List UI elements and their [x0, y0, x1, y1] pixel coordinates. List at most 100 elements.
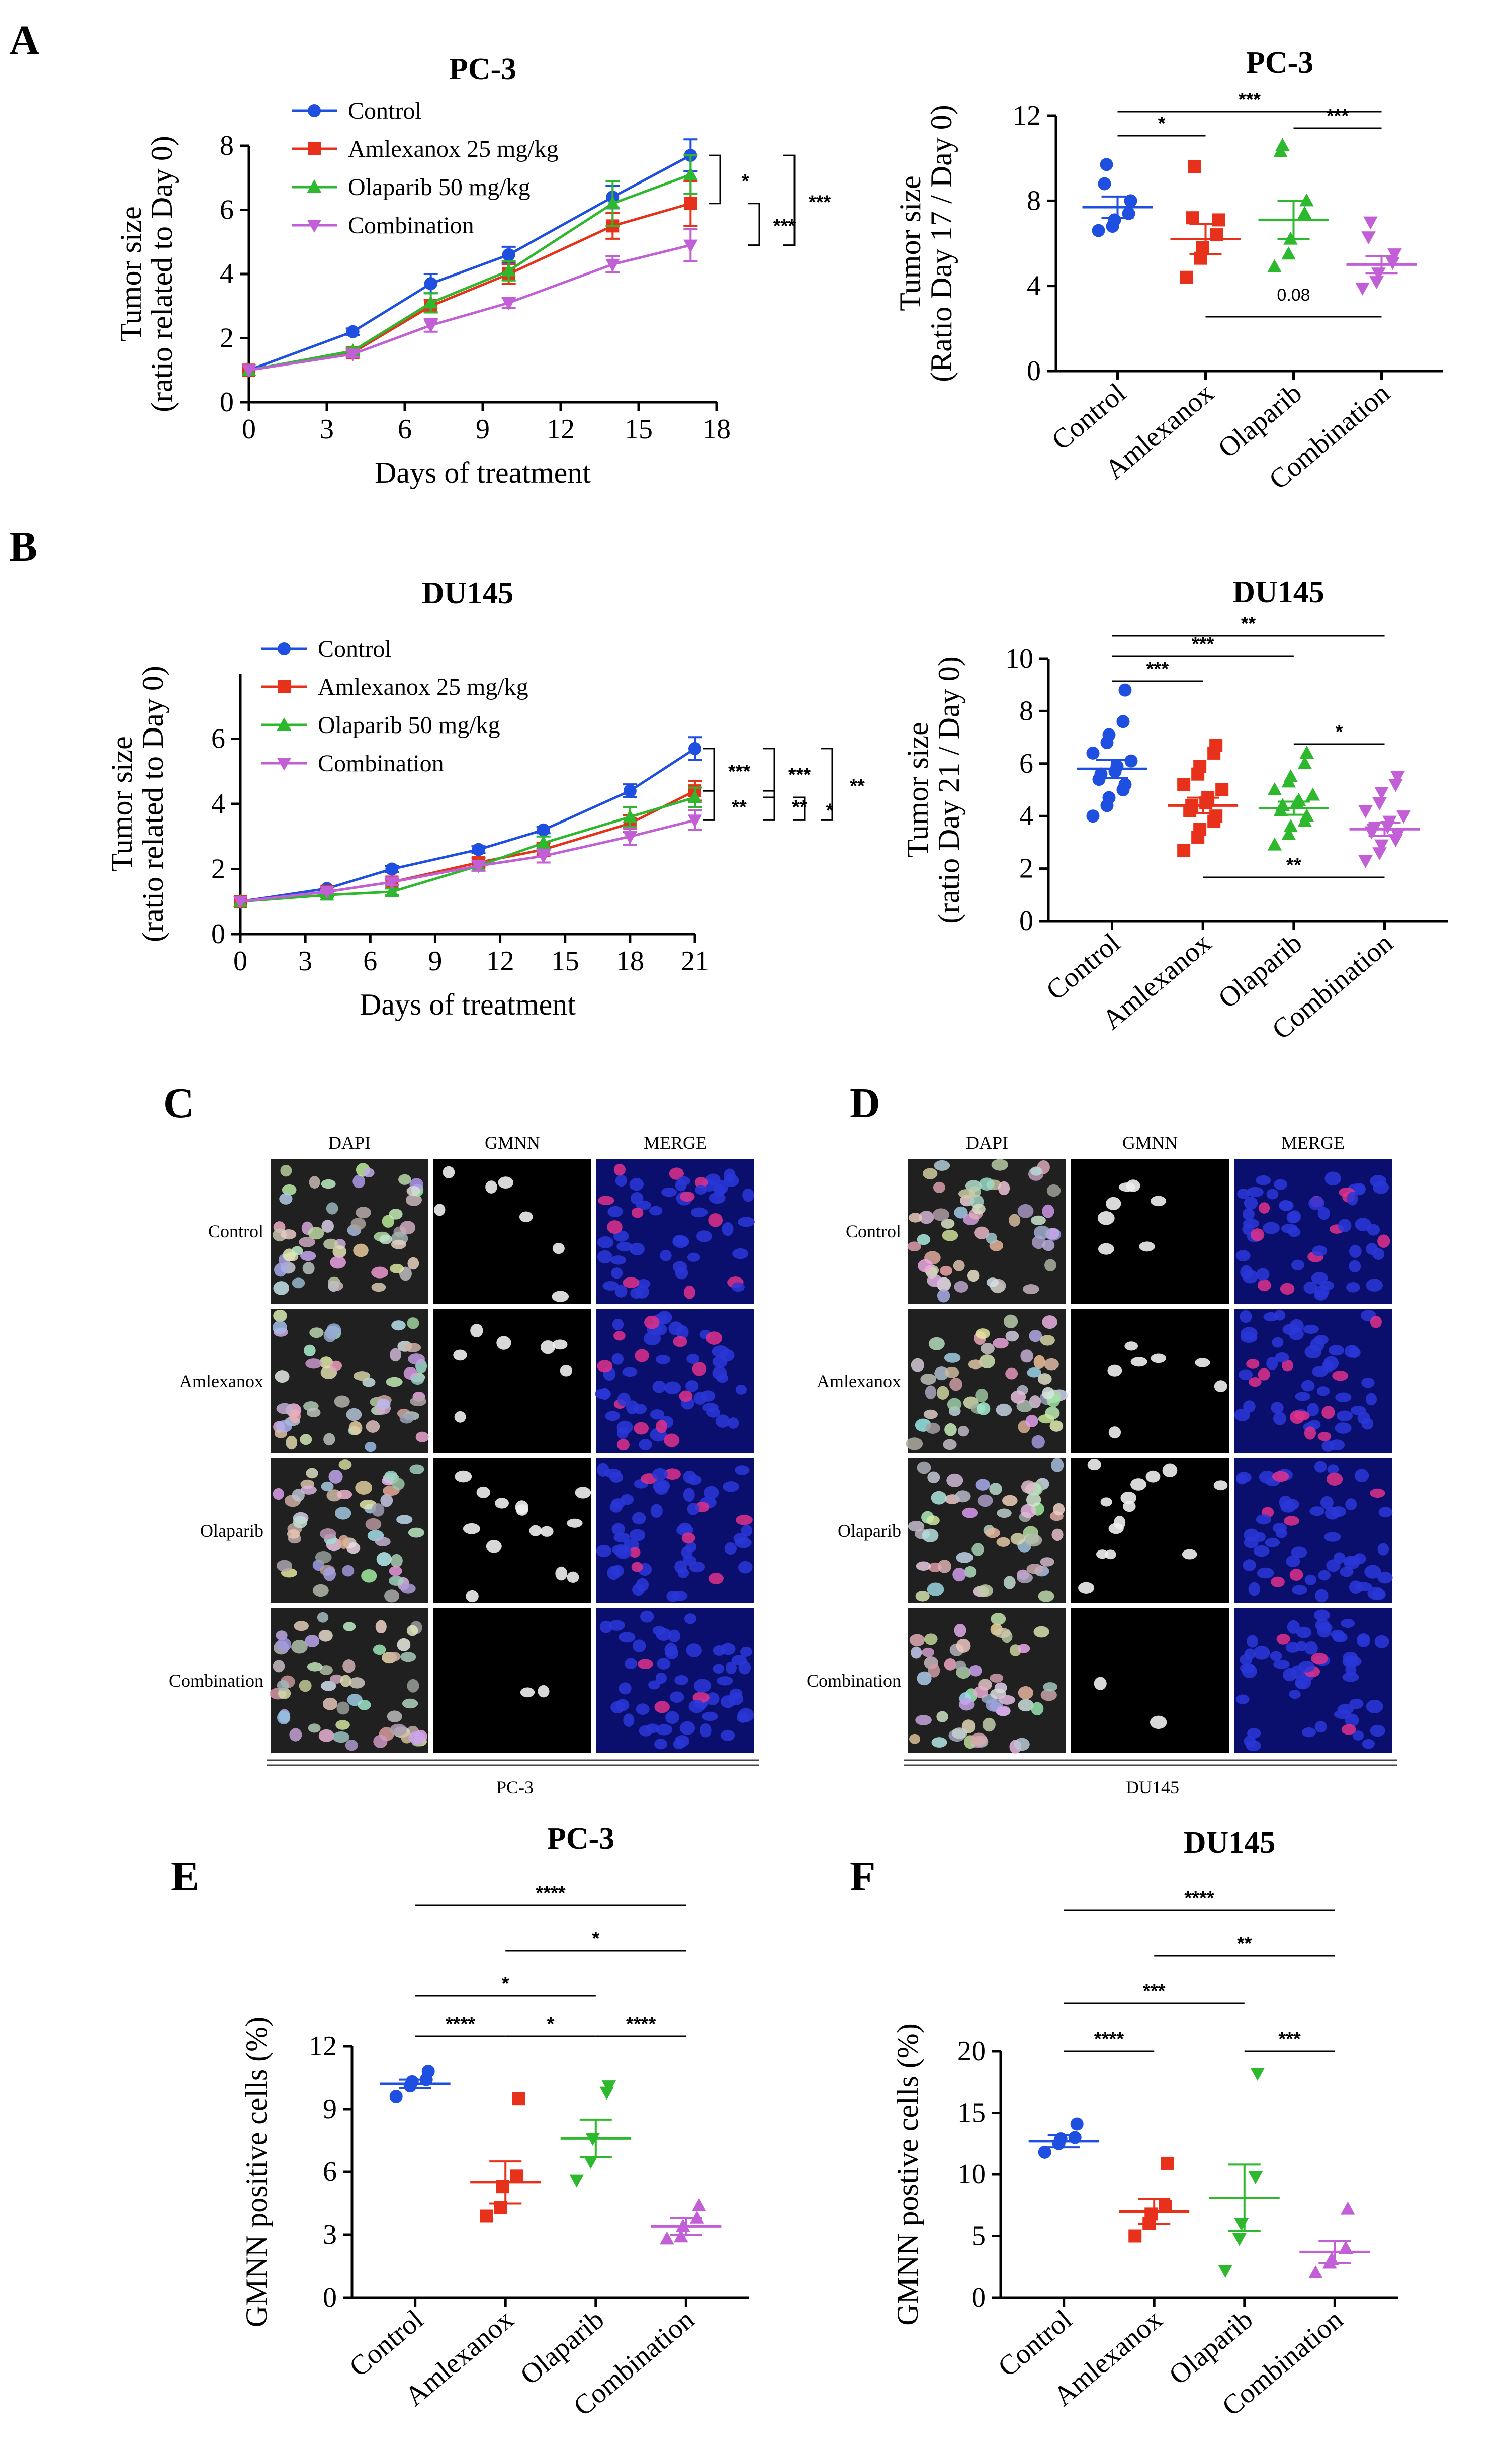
cell-nucleus — [722, 1222, 734, 1236]
cell-nucleus — [705, 1692, 720, 1706]
cell-nucleus — [712, 1366, 727, 1380]
cell-nucleus — [1355, 1217, 1371, 1231]
cell-nucleus — [1263, 1312, 1279, 1322]
cell-nucleus — [323, 1433, 335, 1446]
data-point — [1177, 778, 1191, 791]
cell-nucleus — [996, 1537, 1011, 1547]
cell-nucleus — [485, 1180, 497, 1194]
cell-nucleus — [326, 1323, 341, 1336]
cell-nucleus — [470, 1324, 483, 1338]
cell-nucleus — [1271, 1402, 1284, 1414]
y-tick-label: 12 — [1013, 100, 1041, 131]
data-point — [1070, 2117, 1084, 2131]
cell-nucleus — [611, 1498, 626, 1508]
cell-nucleus — [954, 1206, 968, 1219]
cell-nucleus — [629, 1242, 645, 1256]
cell-nucleus — [1311, 1652, 1328, 1665]
significance-bracket — [821, 748, 833, 821]
data-point — [1102, 791, 1116, 804]
cell-nucleus — [689, 1561, 705, 1573]
cell-nucleus — [633, 1404, 647, 1414]
cell-nucleus — [687, 1252, 700, 1262]
cell-nucleus — [732, 1248, 748, 1259]
significance-label: ** — [1241, 613, 1256, 634]
significance-label: **** — [1094, 2029, 1124, 2050]
cell-nucleus — [1044, 1358, 1059, 1371]
cell-nucleus — [652, 1468, 668, 1480]
cell-nucleus — [687, 1475, 702, 1485]
cell-nucleus — [723, 1481, 739, 1492]
cell-nucleus — [1120, 1491, 1136, 1504]
chart-b-line-du145: DU145 0 3 6 9 12 15 18 21 0 2 4 6 Days of treatment Tu… — [105, 576, 865, 1021]
cell-nucleus — [1020, 1504, 1036, 1518]
cell-nucleus — [353, 1243, 369, 1257]
cell-nucleus — [1341, 1619, 1355, 1628]
legend-label: Olaparib 50 mg/kg — [318, 712, 500, 739]
cell-nucleus — [990, 1673, 1004, 1683]
cell-nucleus — [334, 1507, 351, 1520]
cell-nucleus — [607, 1206, 623, 1217]
cell-nucleus — [934, 1366, 949, 1381]
cell-nucleus — [391, 1320, 406, 1331]
cell-nucleus — [1340, 1566, 1354, 1577]
significance-label: *** — [809, 192, 831, 213]
cell-nucleus — [1373, 1181, 1389, 1194]
cell-nucleus — [597, 1196, 614, 1205]
cell-nucleus — [1313, 1609, 1330, 1621]
cell-nucleus — [971, 1543, 984, 1556]
cell-nucleus — [396, 1515, 413, 1524]
cell-nucleus — [724, 1542, 737, 1555]
data-point — [389, 2090, 403, 2103]
cell-nucleus — [1332, 1371, 1349, 1381]
cell-nucleus — [971, 1204, 986, 1215]
cell-nucleus — [699, 1723, 712, 1738]
data-point — [1372, 847, 1387, 861]
cell-nucleus — [703, 1486, 719, 1499]
cell-nucleus — [927, 1274, 942, 1287]
data-point — [1358, 805, 1373, 818]
x-tick-label: 3 — [320, 414, 334, 445]
cell-nucleus — [944, 1423, 957, 1436]
cell-nucleus — [954, 1623, 966, 1637]
cell-nucleus — [575, 1487, 591, 1499]
cell-nucleus — [1246, 1359, 1260, 1369]
cell-nucleus — [1335, 1392, 1352, 1403]
cell-nucleus — [400, 1652, 416, 1662]
data-point — [1234, 2218, 1249, 2231]
cell-nucleus — [1285, 1499, 1299, 1510]
cell-nucleus — [1324, 1532, 1341, 1542]
cell-nucleus — [1377, 1234, 1390, 1248]
cell-nucleus — [1298, 1661, 1315, 1673]
data-point — [684, 197, 697, 210]
cell-nucleus — [399, 1413, 414, 1424]
cell-nucleus — [639, 1439, 652, 1450]
cell-nucleus — [1236, 1474, 1248, 1485]
cell-nucleus — [1139, 1241, 1155, 1252]
cell-nucleus — [989, 1483, 1002, 1495]
cell-nucleus — [567, 1518, 583, 1528]
cell-nucleus — [952, 1567, 966, 1582]
cell-nucleus — [274, 1263, 287, 1277]
y-tick-label: 9 — [323, 2093, 337, 2125]
cell-nucleus — [1256, 1175, 1271, 1185]
cell-nucleus — [648, 1680, 660, 1690]
chart-title: PC-3 — [449, 52, 516, 86]
cell-nucleus — [1042, 1315, 1057, 1329]
micrograph-tile — [433, 1608, 591, 1753]
cell-nucleus — [644, 1331, 661, 1346]
cell-nucleus — [340, 1675, 351, 1687]
series-line — [248, 202, 691, 372]
cell-nucleus — [679, 1721, 695, 1735]
cell-nucleus — [400, 1583, 416, 1594]
cell-nucleus — [1374, 1635, 1389, 1648]
cell-nucleus — [1338, 1219, 1352, 1232]
cell-nucleus — [384, 1471, 398, 1481]
cell-nucleus — [664, 1642, 678, 1656]
cell-nucleus — [1280, 1283, 1295, 1295]
cell-nucleus — [742, 1188, 754, 1202]
cell-nucleus — [967, 1269, 980, 1282]
cell-nucleus — [597, 1360, 613, 1373]
cell-nucleus — [1031, 1702, 1044, 1715]
significance-label: *** — [1278, 2029, 1301, 2050]
cell-nucleus — [540, 1526, 554, 1537]
